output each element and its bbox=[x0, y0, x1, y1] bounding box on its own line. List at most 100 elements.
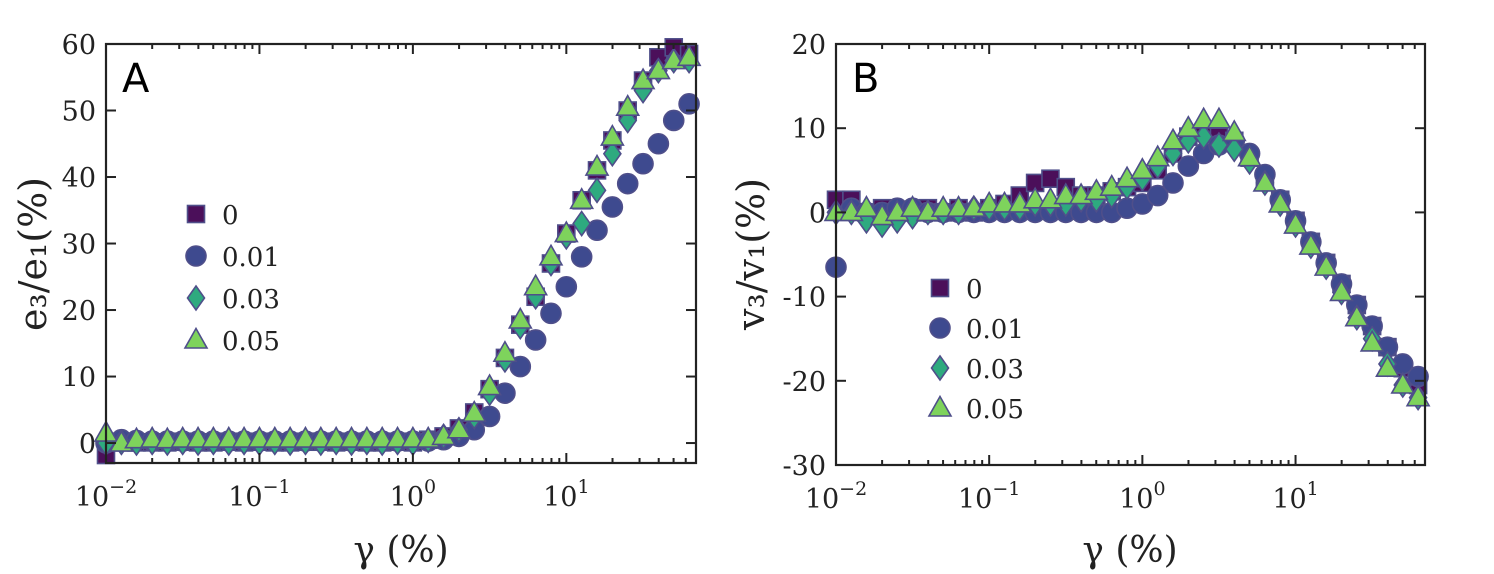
panel-b-point-s3-28 bbox=[1252, 169, 1278, 192]
panel-b-point-s3-35 bbox=[1359, 329, 1385, 352]
panel-a-point-s3-5 bbox=[170, 425, 196, 448]
panel-a-point-s3-30 bbox=[553, 220, 579, 243]
panel-a-point-s3-34 bbox=[615, 94, 641, 116]
panel-a-point-s3-14 bbox=[308, 425, 334, 448]
panel-a-series-3 bbox=[93, 44, 702, 452]
panel-b-ytick-label: -10 bbox=[783, 283, 826, 314]
panel-b-tick-labels: 10−2 10−1 100 101 -30 -20 -10 0 10 20 bbox=[783, 30, 1319, 515]
panel-b-y-axis-label: v₃/v₁(%) bbox=[729, 178, 773, 331]
panel-b-point-s3-8 bbox=[946, 195, 971, 217]
panel-a-ytick-label: 60 bbox=[62, 30, 96, 61]
panel-b-point-s1-23 bbox=[1177, 155, 1200, 177]
panel-a-point-s1-29 bbox=[540, 302, 562, 325]
panel-b-point-s3-7 bbox=[930, 195, 956, 217]
panel-b-ytick-label: 0 bbox=[809, 198, 826, 229]
panel-a-ytick-label: 0 bbox=[79, 429, 96, 460]
panel-a-point-s3-29 bbox=[538, 243, 564, 266]
panel-b-legend-marker-0 bbox=[930, 278, 950, 298]
panel-b-point-s3-5 bbox=[900, 195, 925, 217]
panel-b-point-s3-38 bbox=[1405, 384, 1431, 407]
panel-a-marks bbox=[93, 38, 702, 465]
panel-b-point-s3-15 bbox=[1053, 182, 1079, 205]
panel-a-legend-label-3: 0.05 bbox=[222, 327, 280, 357]
panel-b-point-s3-30 bbox=[1283, 211, 1308, 234]
panel-b-x-axis-label: γ (%) bbox=[1082, 530, 1177, 571]
panel-a-point-s3-19 bbox=[385, 425, 410, 448]
panel-a-legend: 0 0.01 0.03 0.05 bbox=[183, 201, 280, 357]
panel-a-legend-label-1: 0.01 bbox=[222, 243, 280, 273]
panel-a-point-s3-11 bbox=[262, 425, 288, 448]
panel-b-ytick-label: 10 bbox=[792, 114, 826, 145]
panel-a-legend-marker-2 bbox=[186, 284, 206, 312]
panel-b-letter: B bbox=[852, 56, 879, 102]
panel-a-legend-label-0: 0 bbox=[222, 201, 239, 231]
panel-b-point-s3-33 bbox=[1329, 279, 1354, 302]
panel-b-ticks bbox=[835, 43, 1425, 466]
panel-a-point-s3-25 bbox=[477, 373, 502, 396]
panel-b-point-s3-20 bbox=[1129, 157, 1155, 180]
panel-a-point-s2-33 bbox=[602, 140, 622, 168]
panel-b-point-s1-21 bbox=[1146, 184, 1169, 207]
panel-a-y-axis-label: e₃/e₁(%) bbox=[11, 177, 55, 331]
panel-a-point-s3-24 bbox=[461, 399, 487, 422]
panel-a-point-s3-31 bbox=[569, 187, 595, 210]
panel-a-point-s3-2 bbox=[124, 426, 149, 449]
panel-b-legend-label-3: 0.05 bbox=[966, 395, 1024, 425]
panel-a-point-s3-18 bbox=[369, 425, 395, 448]
panel-b-point-s3-31 bbox=[1298, 232, 1324, 255]
panel-a-point-s3-6 bbox=[185, 425, 211, 448]
panel-b-legend-label-2: 0.03 bbox=[966, 355, 1024, 385]
panel-b-point-s3-27 bbox=[1237, 144, 1262, 167]
panel-a-point-s3-20 bbox=[400, 425, 426, 448]
panel-b-point-s3-36 bbox=[1375, 355, 1400, 377]
panel-b-ytick-label: -30 bbox=[783, 451, 826, 482]
panel-a-xtick-label: 101 bbox=[543, 476, 589, 513]
panel-a-legend-label-2: 0.03 bbox=[222, 285, 280, 315]
panel-a-point-s3-38 bbox=[676, 44, 702, 67]
panel-b-ytick-label: -20 bbox=[783, 367, 826, 398]
panel-a-point-s1-28 bbox=[524, 329, 547, 351]
panel-a-ticks bbox=[105, 43, 696, 463]
panel-b-point-s2-26 bbox=[1224, 135, 1244, 163]
panel-b-xtick-label: 101 bbox=[1272, 478, 1318, 515]
panel-b-legend-marker-3 bbox=[927, 394, 953, 417]
panel-a-letter: A bbox=[122, 56, 150, 102]
panel-b-point-s3-25 bbox=[1206, 106, 1232, 129]
panel-b-series-0 bbox=[826, 123, 1428, 395]
panel-b-ytick-label: 20 bbox=[792, 30, 826, 61]
panel-b-frame bbox=[834, 42, 1427, 467]
panel-a-xtick-label: 10−2 bbox=[75, 476, 137, 513]
panel-a-point-s3-16 bbox=[339, 425, 364, 448]
panel-b-legend-label-1: 0.01 bbox=[966, 315, 1024, 345]
panel-a-point-s1-30 bbox=[555, 275, 578, 298]
panel-a-point-s3-32 bbox=[584, 153, 610, 176]
panel-b-marks bbox=[823, 106, 1431, 412]
panel-b-point-s3-29 bbox=[1267, 190, 1293, 213]
panel-a-point-s1-38 bbox=[678, 93, 700, 115]
panel-a-point-s3-26 bbox=[492, 340, 518, 363]
panel-b-point-s3-22 bbox=[1160, 127, 1186, 150]
panel-a-legend-marker-0 bbox=[186, 204, 206, 224]
panel-a-point-s1-37 bbox=[662, 109, 685, 132]
panel-a-point-s3-3 bbox=[139, 425, 165, 448]
panel-b-legend-label-0: 0 bbox=[966, 275, 983, 305]
panel-a-ytick-label: 50 bbox=[62, 97, 96, 128]
panel-a-point-s1-31 bbox=[570, 246, 593, 268]
panel-a-point-s1-32 bbox=[586, 219, 608, 242]
panel-b-legend-marker-2 bbox=[930, 354, 950, 382]
panel-b-point-s3-37 bbox=[1390, 371, 1416, 394]
panel-b-point-s3-10 bbox=[976, 190, 1002, 213]
panel-b-legend-marker-1 bbox=[929, 317, 951, 339]
panel-b-point-s3-34 bbox=[1344, 304, 1370, 327]
panel-a-point-s3-7 bbox=[201, 425, 226, 448]
panel-b-point-s3-13 bbox=[1022, 186, 1048, 209]
panel-a-ytick-label: 40 bbox=[62, 163, 96, 194]
panel-a-ytick-label: 20 bbox=[62, 296, 96, 327]
panel-b-xtick-label: 10−2 bbox=[805, 478, 867, 515]
panel-b-point-s0-14 bbox=[1041, 169, 1060, 189]
panel-a-point-s1-34 bbox=[616, 172, 639, 195]
panel-a-point-s2-32 bbox=[587, 176, 607, 204]
panel-a-point-s3-23 bbox=[446, 416, 472, 439]
panel-a-point-s3-13 bbox=[293, 425, 318, 448]
